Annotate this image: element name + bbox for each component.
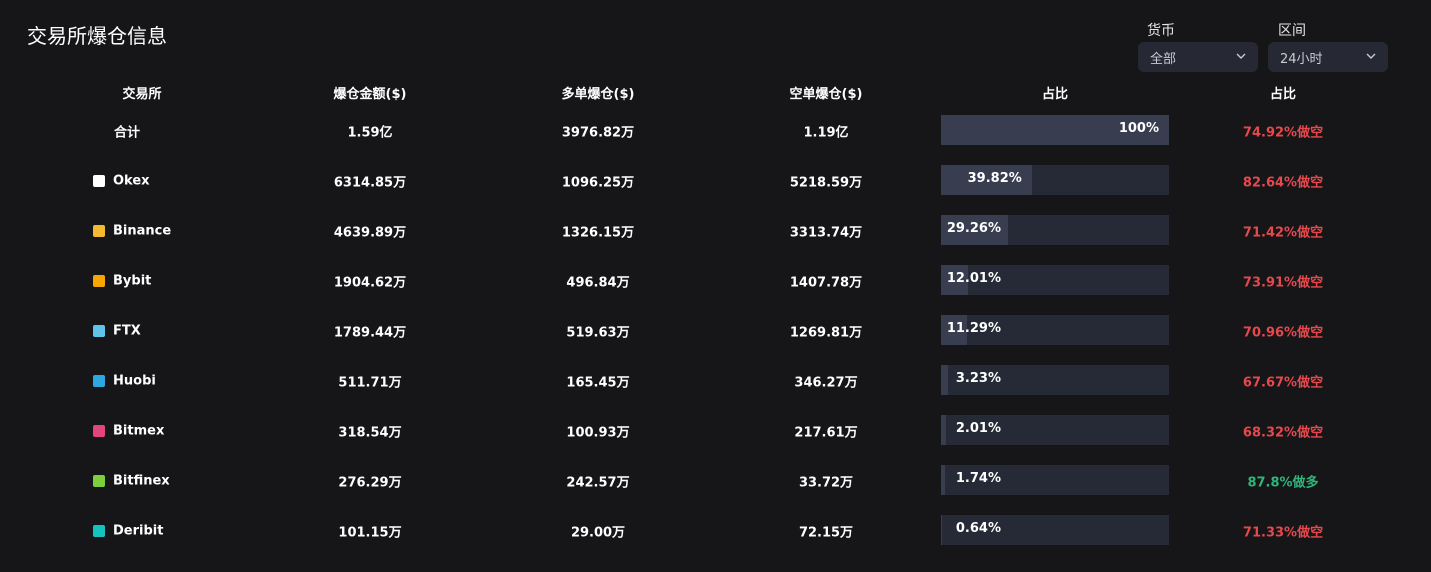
total-amount: 6314.85万 [333, 175, 407, 191]
share-bar-track: 2.01% [941, 415, 1169, 445]
dropdown-value: 全部 [1150, 52, 1177, 67]
period-dropdown[interactable]: 24小时 [1268, 42, 1388, 72]
share-bar [941, 265, 969, 295]
ratio-label: 68.32%做空 [1242, 425, 1324, 441]
share-bar [941, 415, 946, 445]
share-bar [941, 365, 949, 395]
share-bar [941, 515, 943, 545]
share-label: 39.82% [967, 171, 1022, 186]
exchange-name: Bitmex [113, 423, 165, 439]
share-label: 100% [1118, 121, 1159, 136]
total-amount: 318.54万 [338, 425, 402, 441]
share-label: 12.01% [946, 271, 1001, 286]
long-amount: 29.00万 [570, 525, 626, 541]
page-title: 交易所爆仓信息 [27, 24, 167, 48]
exchange-name: Huobi [113, 373, 156, 389]
share-bar [941, 215, 1008, 245]
share-label: 3.23% [955, 371, 1001, 386]
long-amount: 1096.25万 [561, 175, 635, 191]
share-bar-track: 0.64% [941, 515, 1169, 545]
exchange-icon [93, 175, 105, 187]
long-amount: 165.45万 [566, 375, 630, 391]
total-amount: 1904.62万 [333, 275, 407, 291]
share-bar [941, 465, 945, 495]
exchange-icon [93, 325, 105, 337]
short-amount: 3313.74万 [789, 225, 863, 241]
share-bar-track: 11.29% [941, 315, 1169, 345]
ratio-label: 82.64%做空 [1242, 175, 1324, 191]
ratio-label: 70.96%做空 [1242, 325, 1324, 341]
filter-label: 区间 [1278, 23, 1306, 39]
long-amount: 242.57万 [566, 475, 630, 491]
total-amount: 4639.89万 [333, 225, 407, 241]
column-header: 交易所 [122, 87, 162, 102]
ratio-label: 87.8%做多 [1247, 475, 1319, 491]
share-bar [941, 315, 967, 345]
short-amount: 1269.81万 [789, 325, 863, 341]
long-amount: 519.63万 [566, 325, 630, 341]
long-amount: 496.84万 [566, 275, 630, 291]
total-amount: 1789.44万 [333, 325, 407, 341]
ratio-label: 67.67%做空 [1242, 375, 1324, 391]
short-amount: 33.72万 [798, 475, 854, 491]
column-header: 占比 [1269, 87, 1297, 102]
exchange-icon [93, 425, 105, 437]
ratio-label: 71.33%做空 [1242, 525, 1324, 541]
share-bar-track: 29.26% [941, 215, 1169, 245]
total-amount: 1.59亿 [347, 125, 393, 141]
short-amount: 346.27万 [794, 375, 858, 391]
share-bar-track: 39.82% [941, 165, 1169, 195]
share-label: 11.29% [946, 321, 1001, 336]
long-amount: 1326.15万 [561, 225, 635, 241]
exchange-icon [93, 225, 105, 237]
share-bar-track: 3.23% [941, 365, 1169, 395]
currency-dropdown[interactable]: 全部 [1138, 42, 1258, 72]
exchange-icon [93, 275, 105, 287]
short-amount: 5218.59万 [789, 175, 863, 191]
column-header: 空单爆仓($) [789, 87, 863, 102]
column-header: 爆仓金额($) [333, 87, 407, 102]
short-amount: 72.15万 [798, 525, 854, 541]
short-amount: 217.61万 [794, 425, 858, 441]
ratio-label: 71.42%做空 [1242, 225, 1324, 241]
share-bar [941, 165, 1032, 195]
short-amount: 1.19亿 [803, 125, 849, 141]
exchange-name: Binance [113, 223, 172, 239]
exchange-name: Deribit [113, 523, 164, 539]
column-header: 占比 [1041, 87, 1069, 102]
share-bar [941, 115, 1169, 145]
short-amount: 1407.78万 [789, 275, 863, 291]
total-amount: 511.71万 [338, 375, 402, 391]
ratio-label: 73.91%做空 [1242, 275, 1324, 291]
total-amount: 276.29万 [338, 475, 402, 491]
exchange-name: Okex [113, 173, 150, 189]
long-amount: 3976.82万 [561, 125, 635, 141]
exchange-name: FTX [113, 323, 141, 339]
exchange-icon [93, 525, 105, 537]
total-amount: 101.15万 [338, 525, 402, 541]
share-bar-track: 1.74% [941, 465, 1169, 495]
chevron [1236, 53, 1246, 59]
long-amount: 100.93万 [566, 425, 630, 441]
share-label: 0.64% [955, 521, 1001, 536]
exchange-name: Bitfinex [113, 473, 170, 489]
exchange-icon [93, 475, 105, 487]
share-label: 1.74% [955, 471, 1001, 486]
filter-label: 货币 [1147, 23, 1175, 39]
share-label: 2.01% [955, 421, 1001, 436]
share-bar-track: 12.01% [941, 265, 1169, 295]
chevron [1366, 53, 1376, 59]
ratio-label: 74.92%做空 [1242, 125, 1324, 141]
share-label: 29.26% [946, 221, 1001, 236]
exchange-name: Bybit [113, 273, 152, 289]
share-bar-track: 100% [941, 115, 1169, 145]
exchange-name: 合计 [113, 125, 141, 141]
exchange-icon [93, 375, 105, 387]
column-header: 多单爆仓($) [561, 87, 635, 102]
dropdown-value: 24小时 [1280, 52, 1323, 67]
